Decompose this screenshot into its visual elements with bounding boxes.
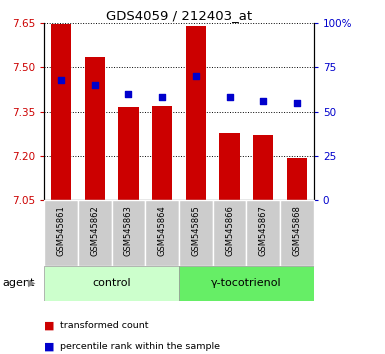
- Text: GSM545865: GSM545865: [191, 205, 200, 256]
- Point: [58, 77, 64, 82]
- Bar: [51, 24, 71, 200]
- Point: [193, 73, 199, 79]
- Bar: [186, 26, 206, 200]
- Bar: [119, 107, 139, 200]
- Bar: [219, 133, 239, 200]
- Point: [294, 100, 300, 105]
- Bar: [146, 200, 179, 266]
- Point: [159, 95, 165, 100]
- Bar: [287, 158, 307, 200]
- Bar: [112, 200, 146, 266]
- Point: [126, 91, 132, 97]
- Text: ■: ■: [44, 321, 55, 331]
- Text: GSM545867: GSM545867: [259, 205, 268, 256]
- Text: GSM545866: GSM545866: [225, 205, 234, 256]
- Text: agent: agent: [2, 278, 34, 288]
- Bar: [179, 200, 213, 266]
- Title: GDS4059 / 212403_at: GDS4059 / 212403_at: [106, 9, 252, 22]
- Text: transformed count: transformed count: [60, 321, 148, 330]
- Text: GSM545863: GSM545863: [124, 205, 133, 256]
- Text: GSM545864: GSM545864: [158, 205, 167, 256]
- Bar: [253, 135, 273, 200]
- Bar: [179, 266, 314, 301]
- Text: GSM545861: GSM545861: [57, 205, 65, 256]
- Bar: [44, 266, 179, 301]
- Text: ▶: ▶: [28, 278, 35, 288]
- Bar: [246, 200, 280, 266]
- Bar: [280, 200, 314, 266]
- Bar: [85, 57, 105, 200]
- Text: ■: ■: [44, 342, 55, 352]
- Text: γ-tocotrienol: γ-tocotrienol: [211, 278, 282, 288]
- Text: GSM545868: GSM545868: [293, 205, 301, 256]
- Text: percentile rank within the sample: percentile rank within the sample: [60, 342, 220, 352]
- Point: [92, 82, 98, 88]
- Point: [226, 95, 233, 100]
- Bar: [78, 200, 112, 266]
- Bar: [152, 106, 172, 200]
- Text: control: control: [92, 278, 131, 288]
- Bar: [213, 200, 246, 266]
- Text: GSM545862: GSM545862: [90, 205, 99, 256]
- Bar: [44, 200, 78, 266]
- Point: [260, 98, 266, 104]
